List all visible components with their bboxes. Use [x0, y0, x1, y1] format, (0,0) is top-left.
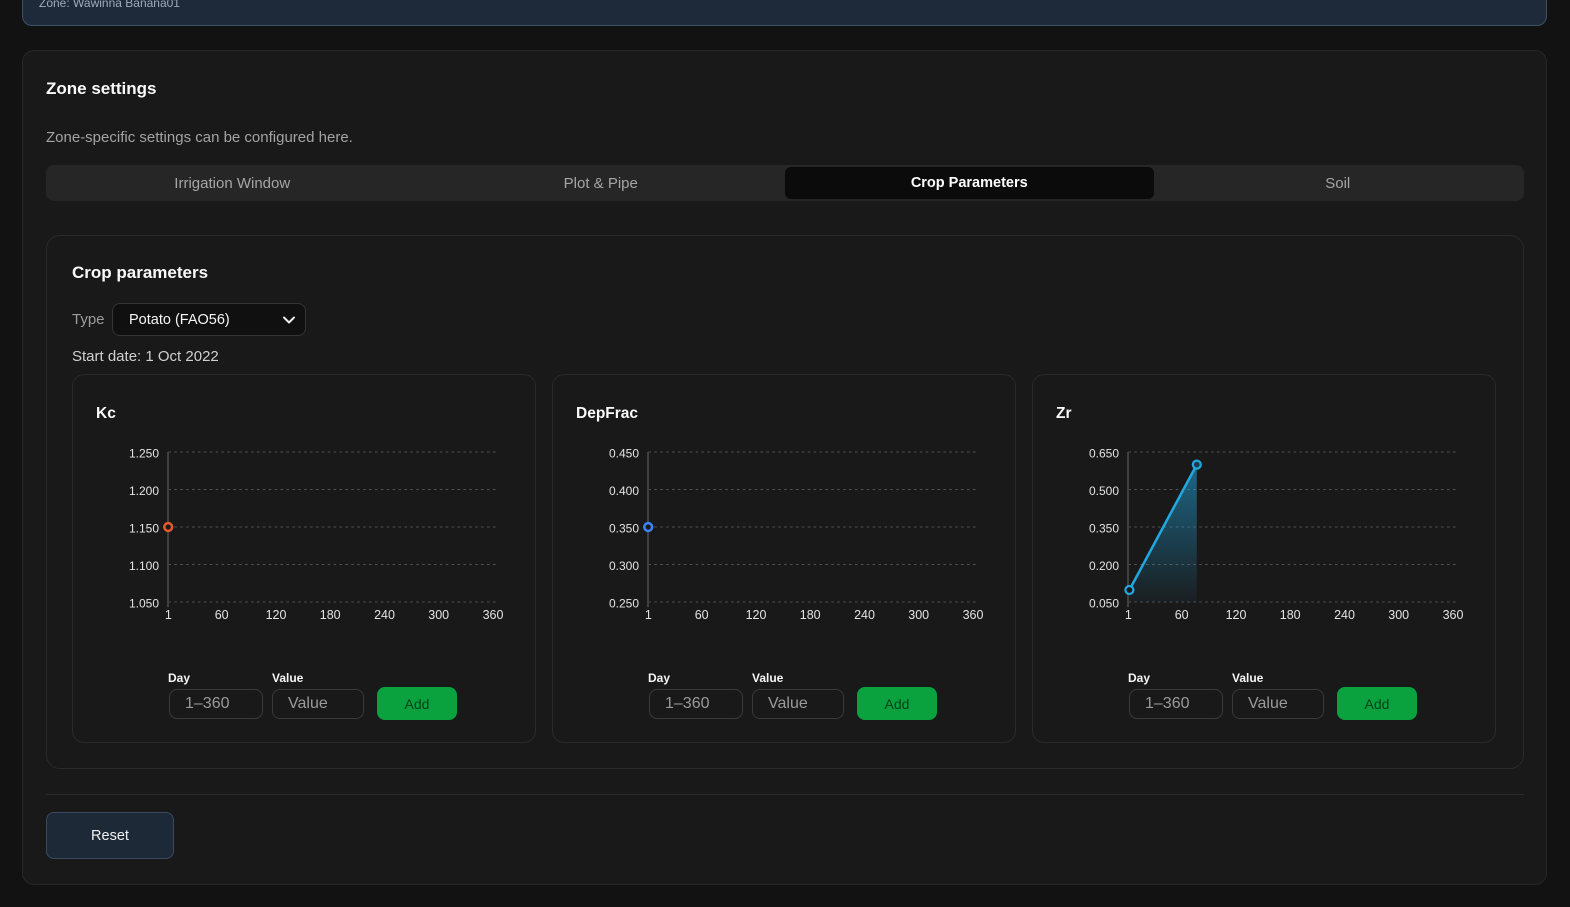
svg-text:0.050: 0.050: [1089, 597, 1119, 611]
svg-text:1.150: 1.150: [129, 522, 159, 536]
svg-text:360: 360: [483, 608, 504, 622]
svg-text:0.350: 0.350: [609, 522, 639, 536]
svg-text:120: 120: [1226, 608, 1247, 622]
svg-text:360: 360: [1443, 608, 1464, 622]
svg-text:0.650: 0.650: [1089, 447, 1119, 461]
svg-text:1: 1: [645, 608, 652, 622]
svg-text:60: 60: [1175, 608, 1189, 622]
svg-text:120: 120: [266, 608, 287, 622]
svg-text:300: 300: [908, 608, 929, 622]
svg-text:1.050: 1.050: [129, 597, 159, 611]
svg-text:1.100: 1.100: [129, 559, 159, 573]
svg-text:180: 180: [800, 608, 821, 622]
svg-text:240: 240: [374, 608, 395, 622]
svg-text:1.200: 1.200: [129, 484, 159, 498]
svg-text:360: 360: [963, 608, 984, 622]
svg-text:0.200: 0.200: [1089, 559, 1119, 573]
svg-text:1: 1: [165, 608, 172, 622]
svg-text:1: 1: [1125, 608, 1132, 622]
svg-text:300: 300: [428, 608, 449, 622]
svg-text:1.250: 1.250: [129, 447, 159, 461]
svg-text:240: 240: [854, 608, 875, 622]
svg-text:0.400: 0.400: [609, 484, 639, 498]
svg-text:0.350: 0.350: [1089, 522, 1119, 536]
svg-text:180: 180: [320, 608, 341, 622]
svg-text:0.500: 0.500: [1089, 484, 1119, 498]
svg-text:120: 120: [746, 608, 767, 622]
svg-text:0.300: 0.300: [609, 559, 639, 573]
svg-text:0.450: 0.450: [609, 447, 639, 461]
svg-text:180: 180: [1280, 608, 1301, 622]
svg-text:300: 300: [1388, 608, 1409, 622]
svg-text:0.250: 0.250: [609, 597, 639, 611]
svg-text:60: 60: [695, 608, 709, 622]
svg-text:240: 240: [1334, 608, 1355, 622]
svg-text:60: 60: [215, 608, 229, 622]
